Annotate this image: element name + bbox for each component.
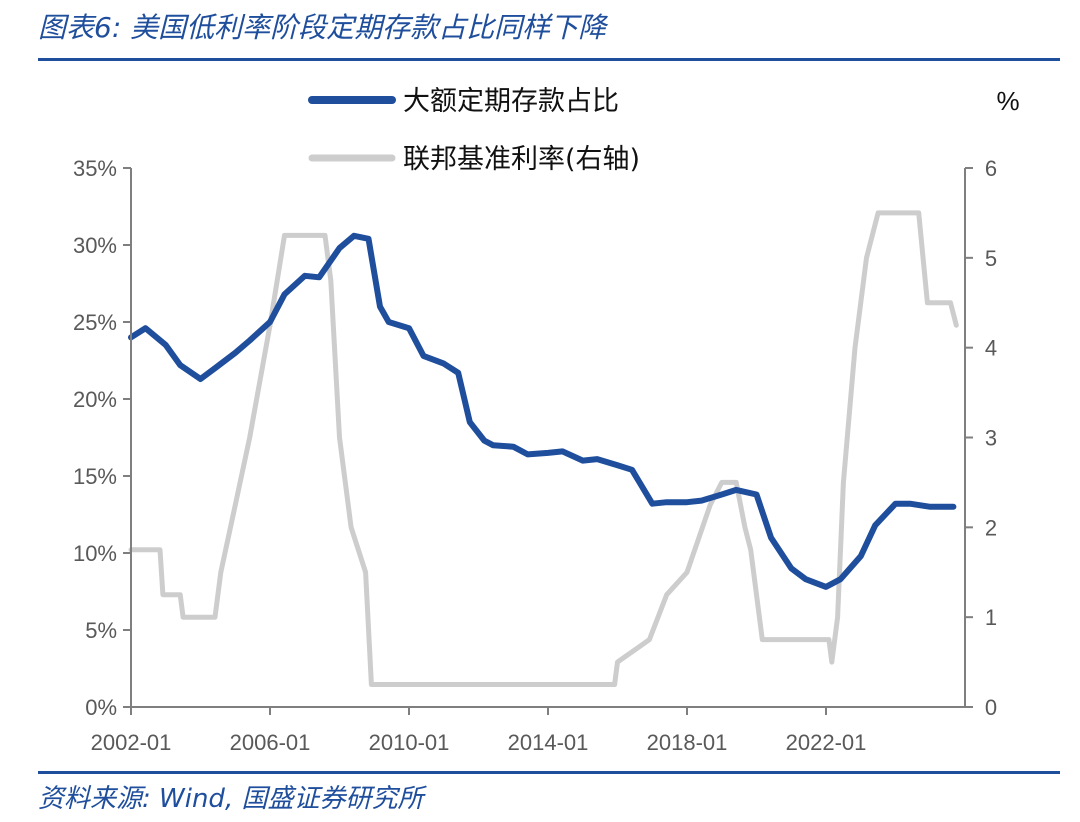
x-axis-tick-label: 2002-01 — [91, 730, 172, 755]
figure-title: 图表6: 美国低利率阶段定期存款占比同样下降 — [38, 11, 607, 44]
series-line-fed-rate — [128, 210, 959, 687]
right-axis-tick-label: 3 — [985, 426, 997, 451]
series-line-large-time-deposit-share — [128, 232, 957, 590]
right-axis-tick-label: 6 — [985, 156, 997, 181]
axes-layer: 0% 5% 10% 15% 20% 25% 30% 35% 0 1 2 3 4 5 6 2002-01 2006… — [73, 156, 997, 755]
x-axis-tick-label: 2018-01 — [647, 730, 728, 755]
right-axis-unit-label: % — [996, 86, 1019, 116]
left-axis-tick-label: 15% — [73, 464, 117, 489]
source-rule — [38, 771, 1060, 774]
right-axis-tick-label: 5 — [985, 246, 997, 271]
x-axis-tick-label: 2010-01 — [369, 730, 450, 755]
legend-label: 大额定期存款占比 — [403, 86, 619, 117]
right-axis-tick-label: 4 — [985, 336, 997, 361]
left-axis-tick-label: 10% — [73, 541, 117, 566]
title-rule — [38, 58, 1060, 61]
left-axis-tick-label: 25% — [73, 310, 117, 335]
x-axis-tick-label: 2022-01 — [786, 730, 867, 755]
x-axis-tick-label: 2014-01 — [508, 730, 589, 755]
right-axis-tick-label: 0 — [985, 695, 997, 720]
left-axis-tick-label: 5% — [85, 618, 117, 643]
left-axis-tick-label: 0% — [85, 695, 117, 720]
source-note: 资料来源: Wind, 国盛证券研究所 — [38, 784, 424, 814]
series-layer — [128, 210, 959, 687]
legend-label: 联邦基准利率(右轴) — [403, 144, 640, 175]
left-axis-tick-label: 30% — [73, 233, 117, 258]
left-axis-tick-label: 20% — [73, 387, 117, 412]
right-axis-tick-label: 1 — [985, 605, 997, 630]
right-axis-tick-label: 2 — [985, 515, 997, 540]
left-axis-tick-label: 35% — [73, 156, 117, 181]
x-axis-tick-label: 2006-01 — [230, 730, 311, 755]
